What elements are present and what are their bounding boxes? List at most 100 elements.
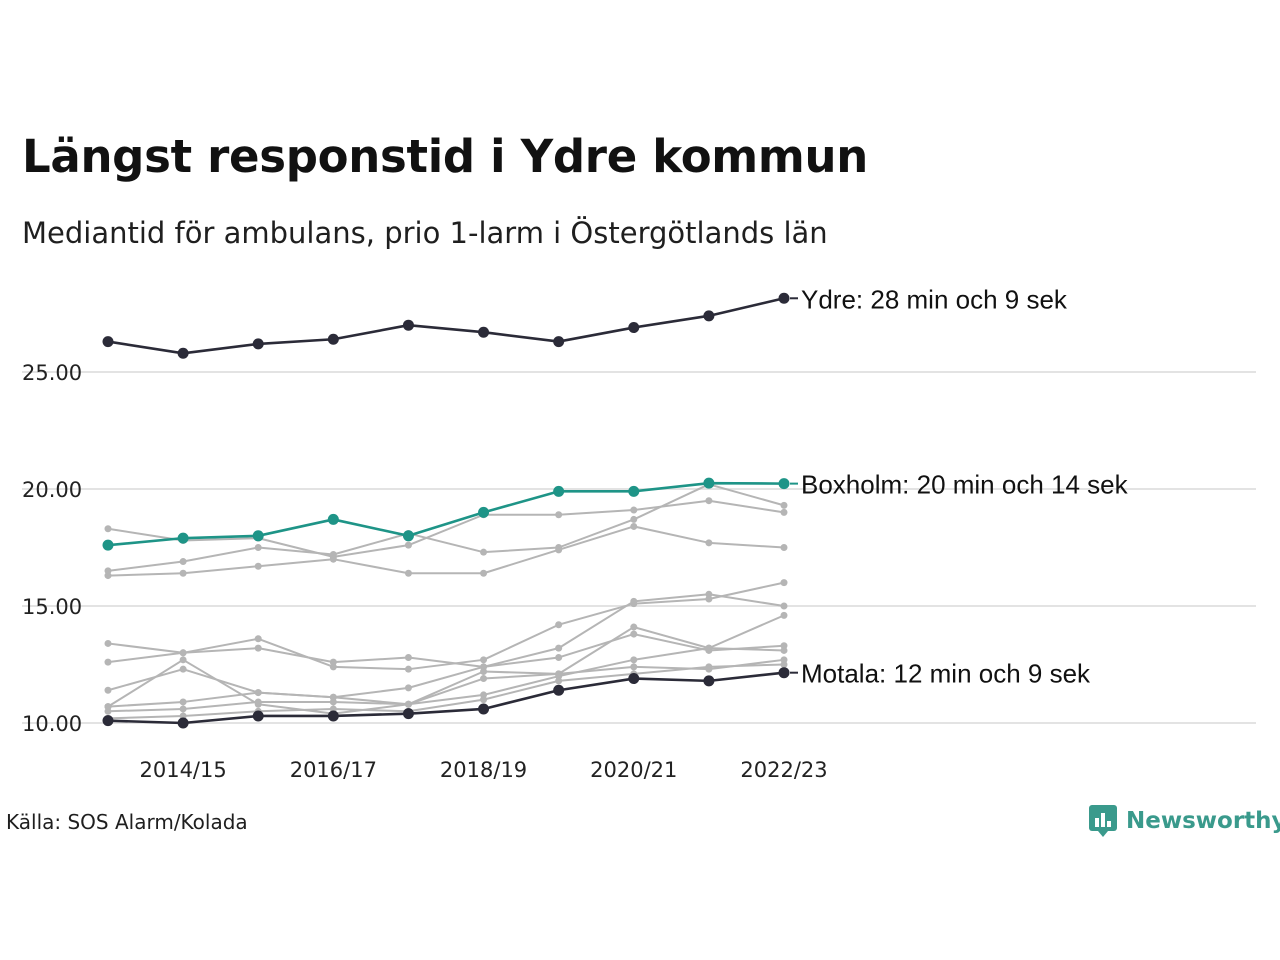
data-point <box>104 707 112 715</box>
series-label: Ydre: 28 min och 9 sek <box>801 284 1068 314</box>
data-point <box>254 544 262 551</box>
data-point <box>705 644 713 652</box>
series-other <box>104 590 788 671</box>
data-point <box>705 539 713 547</box>
data-point <box>780 508 788 516</box>
series-motala <box>102 667 790 729</box>
data-point <box>705 497 713 505</box>
series-other <box>104 480 788 575</box>
x-tick-label: 2014/15 <box>139 758 226 782</box>
data-point <box>478 506 490 518</box>
data-point <box>104 658 112 666</box>
x-axis-ticks: 2014/15 2016/17 2018/19 2020/21 2022/23 <box>139 758 827 782</box>
data-point <box>254 644 262 652</box>
data-point <box>404 541 412 549</box>
data-point <box>703 310 715 322</box>
series-label: Motala: 12 min och 9 sek <box>801 659 1091 689</box>
data-point <box>329 555 337 563</box>
series-line <box>106 296 786 355</box>
data-point <box>402 530 414 542</box>
chart-title: Längst responstid i Ydre kommun <box>22 130 868 183</box>
series-line <box>107 647 785 708</box>
data-point <box>327 513 339 525</box>
data-point <box>329 705 337 713</box>
series-line <box>107 658 785 713</box>
data-point <box>780 501 788 509</box>
data-point <box>480 675 488 683</box>
data-point <box>628 673 640 685</box>
x-tick-label: 2018/19 <box>440 758 527 782</box>
series-boxholm <box>102 477 790 551</box>
data-point <box>705 590 713 598</box>
data-point <box>402 708 414 720</box>
data-point <box>177 717 189 729</box>
data-point <box>555 621 563 629</box>
data-point <box>327 333 339 345</box>
series-other <box>104 522 788 580</box>
data-point <box>780 646 788 654</box>
data-point <box>555 653 563 661</box>
data-point <box>104 686 112 694</box>
series-label: Boxholm: 20 min och 14 sek <box>801 470 1129 500</box>
series-other <box>104 579 788 673</box>
series-line <box>106 481 786 547</box>
newsworthy-logo-icon <box>1089 805 1117 837</box>
data-point <box>555 546 563 554</box>
data-point <box>555 677 563 685</box>
data-point <box>630 623 638 631</box>
data-point <box>179 712 187 720</box>
series-ydre <box>102 292 790 359</box>
data-point <box>480 696 488 704</box>
data-point <box>102 539 114 551</box>
data-point <box>480 668 488 676</box>
data-point <box>630 597 638 605</box>
brand-name: Newsworthy <box>1126 808 1280 834</box>
series-line <box>107 614 785 715</box>
data-point <box>254 635 262 643</box>
y-tick-label: 10.00 <box>22 712 82 736</box>
series-line <box>107 483 785 572</box>
data-point <box>630 656 638 664</box>
data-point <box>780 544 788 551</box>
data-point <box>179 649 187 657</box>
data-point <box>778 478 790 490</box>
data-point <box>553 336 565 348</box>
data-point <box>104 639 112 647</box>
x-tick-label: 2020/21 <box>590 758 677 782</box>
data-point <box>179 705 187 713</box>
data-point <box>177 532 189 544</box>
data-point <box>327 710 339 722</box>
data-point <box>402 319 414 331</box>
brand-logo: Newsworthy <box>1088 804 1280 838</box>
series-line <box>107 525 785 577</box>
series-line <box>107 593 785 668</box>
data-point <box>630 506 638 514</box>
data-point <box>102 715 114 727</box>
chart-subtitle: Mediantid för ambulans, prio 1-larm i Ös… <box>22 216 828 250</box>
data-point <box>179 656 187 664</box>
data-point <box>703 477 715 489</box>
series-line <box>107 581 785 671</box>
data-point <box>630 522 638 530</box>
grid-lines <box>22 371 1256 724</box>
data-point <box>555 511 563 519</box>
y-axis-ticks: 10.00 15.00 20.00 25.00 <box>22 361 82 736</box>
data-point <box>478 703 490 715</box>
data-point <box>329 698 337 706</box>
data-point <box>480 569 488 577</box>
data-point <box>480 656 488 664</box>
series-labels: Ydre: 28 min och 9 sek Boxholm: 20 min oc… <box>790 284 1129 689</box>
series-line <box>106 671 786 725</box>
data-point <box>179 665 187 673</box>
data-point <box>254 562 262 570</box>
y-tick-label: 25.00 <box>22 361 82 385</box>
data-point <box>703 675 715 687</box>
background-series <box>104 480 788 722</box>
data-point <box>404 665 412 673</box>
y-tick-label: 15.00 <box>22 595 82 619</box>
data-point <box>628 485 640 497</box>
data-point <box>780 579 788 587</box>
data-point <box>555 644 563 652</box>
data-point <box>254 698 262 706</box>
data-point <box>252 530 264 542</box>
